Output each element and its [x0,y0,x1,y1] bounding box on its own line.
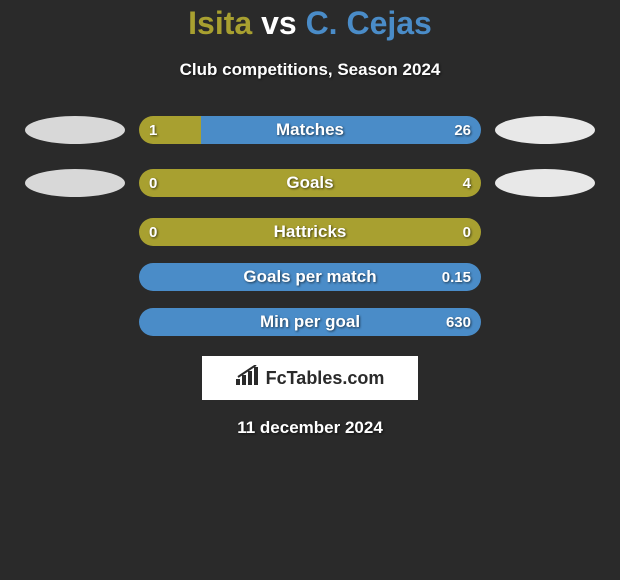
player1-name: Isita [188,5,252,41]
stat-bar: 1Matches26 [139,116,481,144]
stat-bar: 0Hattricks0 [139,218,481,246]
bar-fill-player1 [139,169,481,197]
stat-value-left: 0 [149,169,157,197]
date: 11 december 2024 [0,418,620,438]
logo-text: FcTables.com [266,368,385,389]
stat-value-left: 0 [149,218,157,246]
bar-fill-player1 [139,218,481,246]
badge-ellipse [495,116,595,144]
player2-name: C. Cejas [306,5,432,41]
stat-bar: 0Goals4 [139,169,481,197]
badge-ellipse [495,169,595,197]
stats-container: 1Matches26 0Goals4 0Hattricks0 Goals per ma… [0,112,620,336]
stat-bar: Min per goal630 [139,308,481,336]
subtitle: Club competitions, Season 2024 [0,60,620,80]
logo-box: FcTables.com [202,356,418,400]
stat-row: 0Goals4 [0,165,620,201]
stat-value-right: 4 [463,169,471,197]
stat-value-left: 1 [149,116,157,144]
stat-row: 1Matches26 [0,112,620,148]
stat-value-right: 0 [463,218,471,246]
chart-icon [236,365,260,391]
bar-fill-player2 [139,308,481,336]
badge-ellipse [25,116,125,144]
stat-value-right: 26 [454,116,471,144]
comparison-title: Isita vs C. Cejas [0,5,620,42]
team-badge-right [495,165,595,201]
stat-row: 0Hattricks0 [0,218,620,246]
stat-value-right: 630 [446,308,471,336]
stat-bar: Goals per match0.15 [139,263,481,291]
stat-row: Min per goal630 [0,308,620,336]
stat-value-right: 0.15 [442,263,471,291]
vs-text: vs [261,5,297,41]
team-badge-left [25,165,125,201]
badge-ellipse [25,169,125,197]
bar-fill-player2 [139,263,481,291]
team-badge-right [495,112,595,148]
bar-fill-player2 [201,116,481,144]
team-badge-left [25,112,125,148]
stat-row: Goals per match0.15 [0,263,620,291]
